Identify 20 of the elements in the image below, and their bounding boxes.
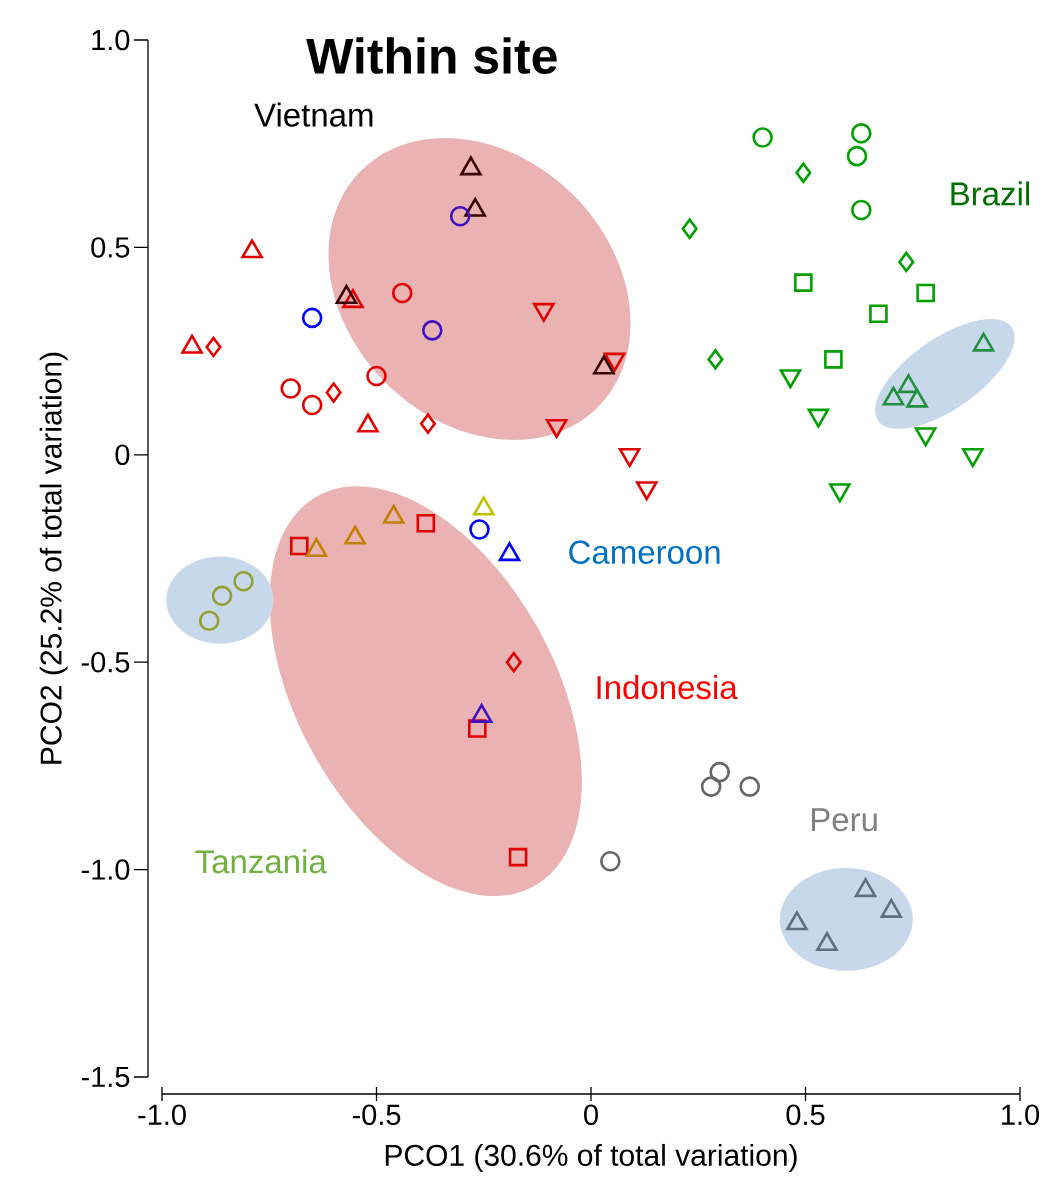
annotation: Brazil: [951, 181, 1030, 206]
x-tick-label: 0.5: [786, 1104, 825, 1126]
y-tick-label: -1.0: [81, 859, 130, 880]
annotation: Tanzania: [195, 849, 327, 874]
x-axis-title: PCO1 (30.6% of total variation): [385, 1143, 797, 1172]
annotation: Indonesia: [597, 674, 738, 700]
y-tick-label: 0.5: [91, 237, 130, 258]
annotation: Cameroon: [569, 540, 720, 564]
x-tick-label: -0.5: [352, 1104, 401, 1126]
y-tick-label: -0.5: [81, 651, 130, 673]
chart-title: Within site: [306, 37, 557, 74]
annotation: Peru: [811, 808, 877, 832]
annotation: Vietnam: [254, 102, 373, 127]
y-tick-label: -1.5: [81, 1066, 130, 1088]
x-tick-label: -1.0: [138, 1104, 186, 1126]
y-tick-label: 0: [115, 444, 130, 466]
x-tick-label: 0: [584, 1104, 598, 1126]
x-tick-label: 1.0: [1002, 1104, 1040, 1126]
y-axis-title: PCO2 (25.2% of total variation): [39, 352, 68, 764]
y-tick-label: 1.0: [92, 29, 130, 51]
